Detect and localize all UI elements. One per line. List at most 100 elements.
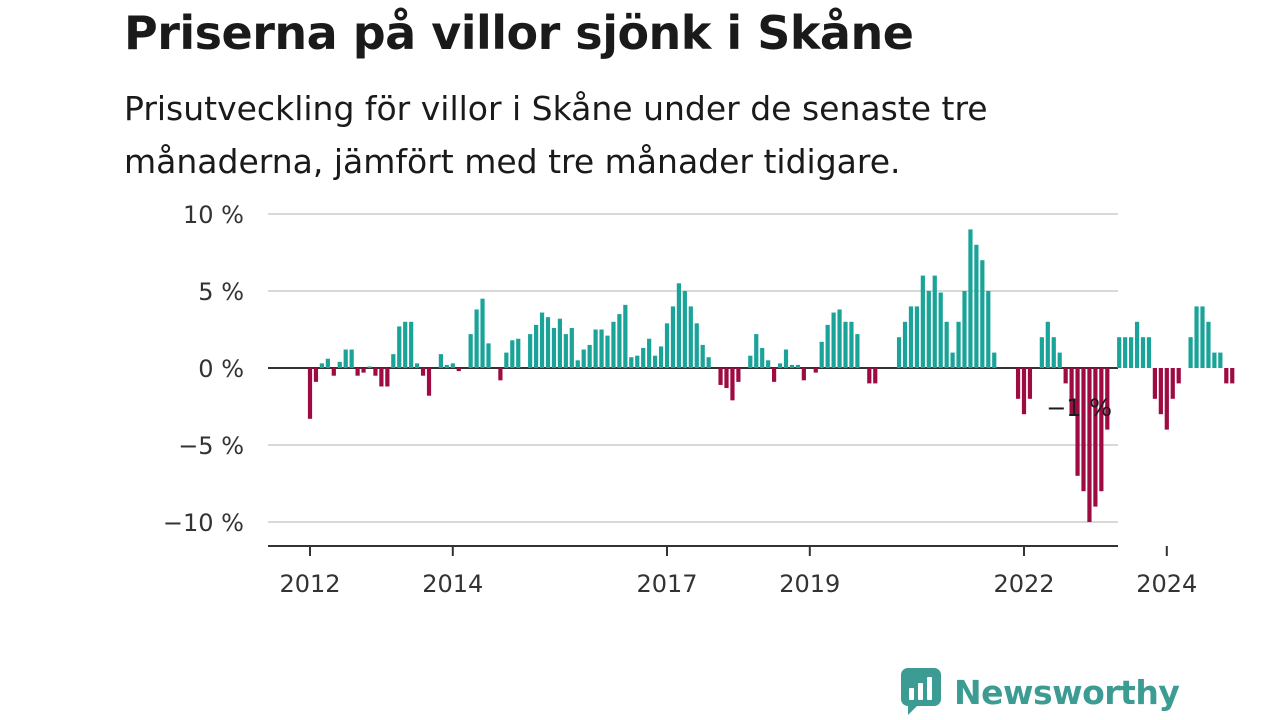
bar	[468, 334, 473, 368]
y-tick-label: 10 %	[183, 201, 244, 229]
bar	[914, 306, 919, 368]
bar	[766, 360, 771, 368]
bar	[367, 366, 372, 368]
chart-subtitle: Prisutveckling för villor i Skåne under …	[124, 89, 988, 181]
bar	[313, 368, 319, 382]
bar	[730, 368, 735, 401]
bar	[1057, 352, 1062, 368]
brand-logo[interactable]: Newsworthy	[900, 668, 1180, 716]
bar	[438, 354, 443, 368]
bar	[932, 275, 937, 368]
bar	[599, 329, 604, 368]
bar	[635, 355, 640, 368]
bar	[1027, 368, 1033, 399]
x-tick-label: 2024	[1136, 570, 1197, 598]
bar	[1194, 306, 1199, 368]
bar	[379, 368, 384, 387]
bar	[896, 337, 902, 368]
bar	[1051, 337, 1056, 368]
bar	[516, 338, 521, 368]
bar	[950, 352, 955, 368]
bar	[361, 368, 366, 373]
bar	[718, 368, 723, 385]
bar	[1164, 368, 1169, 430]
bar	[343, 349, 348, 368]
bar	[569, 327, 574, 368]
bar	[1105, 368, 1110, 430]
bar	[956, 321, 961, 368]
bar	[498, 368, 503, 381]
bar	[420, 368, 426, 376]
bar	[849, 321, 854, 368]
x-tick-label: 2014	[422, 570, 483, 598]
bar	[1224, 368, 1229, 384]
bar	[873, 368, 878, 384]
bar	[653, 355, 658, 368]
bar	[355, 368, 360, 376]
bar	[783, 349, 789, 368]
bar	[819, 341, 824, 368]
bar	[1188, 337, 1193, 368]
bar	[920, 275, 925, 368]
bar	[510, 340, 515, 368]
bar	[534, 324, 539, 368]
bar	[1230, 368, 1235, 384]
bar	[670, 306, 676, 368]
bar	[1021, 368, 1027, 415]
bar	[736, 368, 741, 382]
bar	[676, 283, 681, 368]
bar	[1015, 368, 1021, 399]
bar	[1093, 368, 1098, 507]
bar	[908, 306, 914, 368]
bar	[545, 317, 551, 368]
bar	[944, 321, 949, 368]
bar	[706, 357, 711, 368]
bar	[528, 334, 533, 368]
bar	[1212, 352, 1217, 368]
bar	[754, 334, 759, 368]
bar	[629, 357, 634, 368]
bar	[968, 229, 973, 368]
bar	[593, 329, 598, 368]
bar	[1158, 368, 1163, 415]
bar	[843, 321, 848, 368]
bar	[855, 334, 860, 368]
bar	[789, 364, 795, 368]
bar	[337, 361, 342, 368]
bar	[1152, 368, 1157, 399]
page-title: Priserna på villor sjönk i Skåne	[124, 6, 914, 60]
bar	[760, 347, 765, 368]
bar	[1099, 368, 1104, 492]
bar	[474, 309, 479, 368]
bar	[623, 304, 628, 368]
bar	[575, 360, 580, 368]
bar	[480, 298, 485, 368]
bar	[813, 368, 818, 373]
bar	[444, 364, 449, 368]
bar	[1039, 337, 1044, 368]
bar	[1146, 337, 1152, 368]
bar	[349, 349, 354, 368]
bar	[1075, 368, 1080, 476]
bar	[1045, 321, 1050, 368]
bar	[1170, 368, 1175, 399]
x-tick-label: 2019	[779, 570, 840, 598]
bar	[700, 344, 705, 368]
bar	[1218, 352, 1223, 368]
bars	[307, 229, 1235, 522]
y-axis-labels: 10 % 5 % 0 % −5 % −10 %	[163, 201, 244, 537]
bar	[403, 321, 408, 368]
bar	[724, 368, 729, 389]
bar	[1129, 337, 1134, 368]
bar	[825, 324, 830, 368]
bar	[647, 338, 652, 368]
bar	[1206, 321, 1211, 368]
bar	[581, 349, 586, 368]
bar	[837, 309, 842, 368]
bar	[486, 343, 491, 368]
bar	[801, 368, 806, 381]
bar	[319, 363, 324, 368]
bar	[456, 368, 461, 372]
bar	[385, 368, 390, 387]
